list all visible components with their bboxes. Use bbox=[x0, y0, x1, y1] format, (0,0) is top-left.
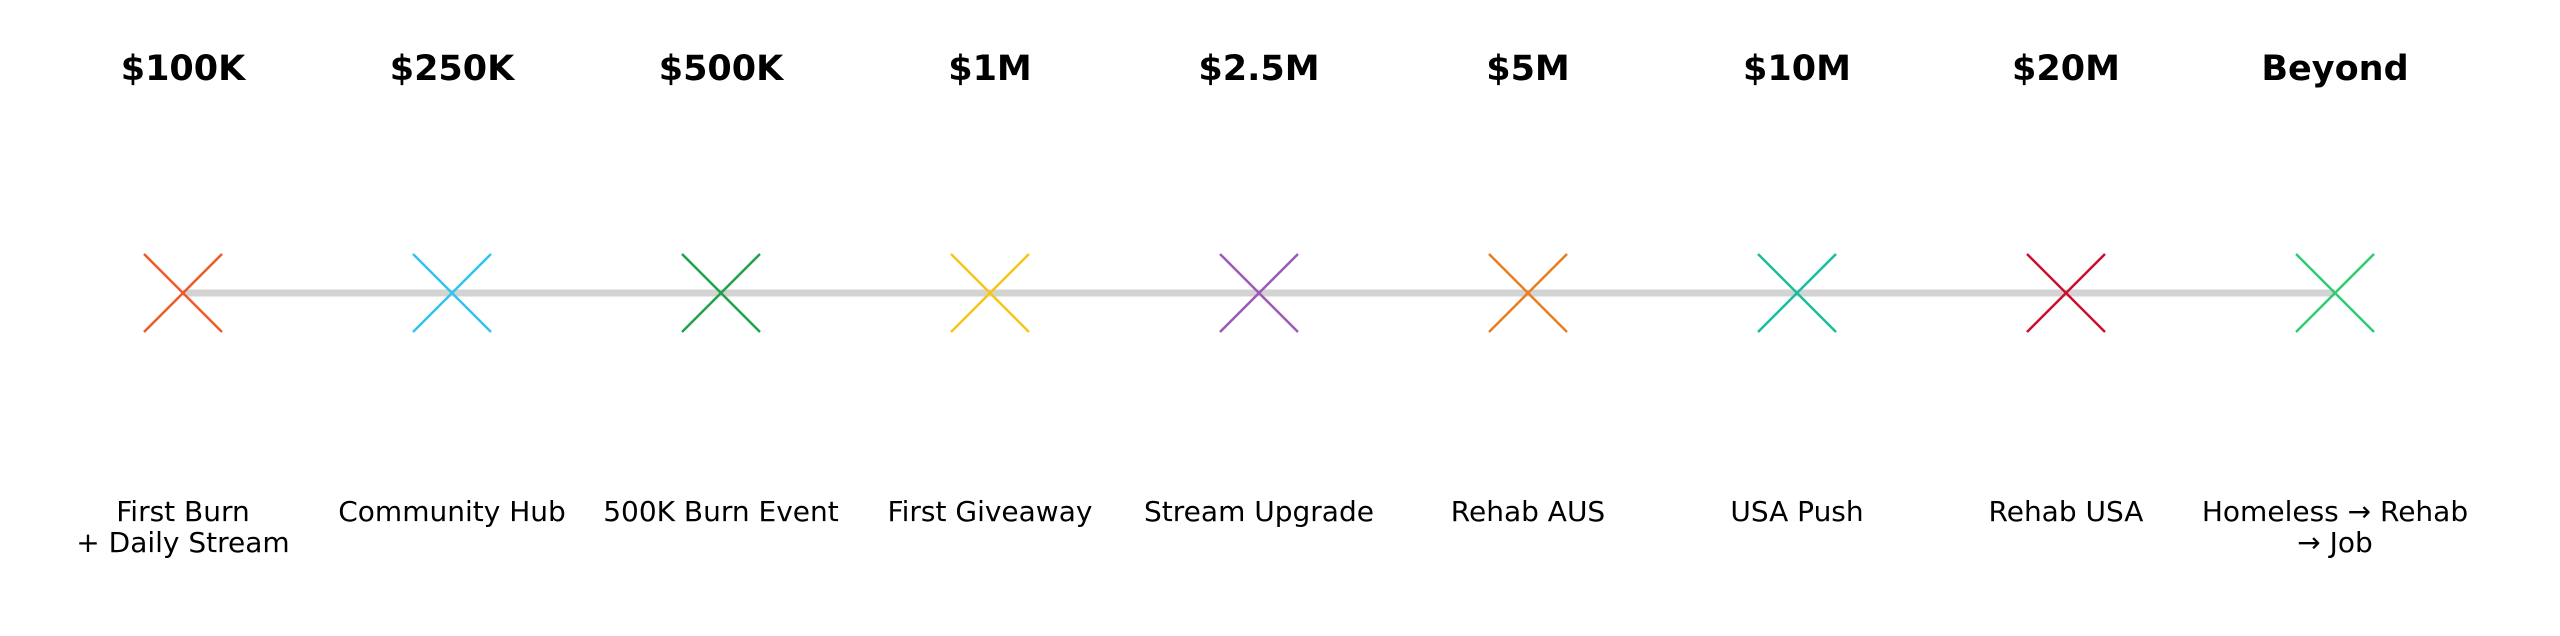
milestone-description: Rehab USA bbox=[1989, 495, 2144, 528]
milestone-description: Rehab AUS bbox=[1451, 495, 1605, 528]
milestone: $5M Rehab AUS bbox=[1451, 49, 1605, 528]
milestone: $250K Community Hub bbox=[338, 49, 566, 528]
milestone-description: First Giveaway bbox=[888, 495, 1093, 528]
milestone-amount: $100K bbox=[121, 49, 247, 89]
milestone: $10M USA Push bbox=[1730, 49, 1863, 528]
x-marker-icon bbox=[2026, 253, 2106, 333]
milestone-amount: $250K bbox=[390, 49, 516, 89]
milestone-description: Stream Upgrade bbox=[1144, 495, 1374, 528]
milestone-description: → Job bbox=[2297, 526, 2373, 559]
milestone: $20M Rehab USA bbox=[1989, 49, 2144, 528]
milestone-amount: $2.5M bbox=[1198, 49, 1319, 89]
milestone: Beyond Homeless → Rehab→ Job bbox=[2202, 49, 2468, 559]
milestone-amount: $5M bbox=[1486, 49, 1570, 89]
milestone-amount: Beyond bbox=[2261, 49, 2408, 89]
milestone-description: Homeless → Rehab bbox=[2202, 495, 2468, 528]
x-marker-icon bbox=[2295, 253, 2375, 333]
x-marker-icon bbox=[1488, 253, 1568, 333]
milestone: $100K First Burn+ Daily Stream bbox=[76, 49, 289, 559]
x-marker-icon bbox=[143, 253, 223, 333]
x-marker-icon bbox=[950, 253, 1030, 333]
milestone-amount: $10M bbox=[1743, 49, 1851, 89]
milestone-description: First Burn bbox=[116, 495, 250, 528]
milestone-amount: $1M bbox=[948, 49, 1032, 89]
x-marker-icon bbox=[1757, 253, 1837, 333]
x-marker-icon bbox=[412, 253, 492, 333]
milestone-description: Community Hub bbox=[338, 495, 566, 528]
milestone: $1M First Giveaway bbox=[888, 49, 1093, 528]
milestone: $500K 500K Burn Event bbox=[603, 49, 839, 528]
milestone-description: USA Push bbox=[1730, 495, 1863, 528]
milestones: $100K First Burn+ Daily Stream $250K Commun… bbox=[76, 49, 2468, 559]
milestone: $2.5M Stream Upgrade bbox=[1144, 49, 1374, 528]
x-marker-icon bbox=[1219, 253, 1299, 333]
milestone-description: 500K Burn Event bbox=[603, 495, 839, 528]
milestone-amount: $20M bbox=[2012, 49, 2120, 89]
x-marker-icon bbox=[681, 253, 761, 333]
milestone-description: + Daily Stream bbox=[76, 526, 289, 559]
milestone-amount: $500K bbox=[659, 49, 785, 89]
